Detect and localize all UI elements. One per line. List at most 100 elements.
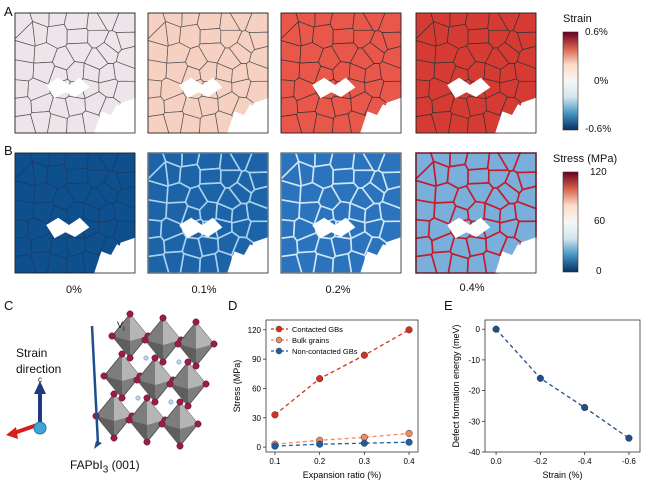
data-point: [536, 374, 544, 382]
octahedra-lattice: [92, 310, 218, 450]
legend-label: Contacted GBs: [292, 325, 343, 334]
stress-tick-top: 120: [590, 167, 607, 178]
iodine-atom: [159, 314, 167, 322]
x-axis-label: Expansion ratio (%): [303, 470, 382, 480]
fa-molecule: [143, 355, 149, 361]
expansion-label-2: 0.2%: [325, 284, 351, 296]
crystal-facet: (001): [108, 458, 140, 472]
iodine-atom: [174, 340, 182, 348]
stress-map-3: [415, 152, 537, 274]
legend-label: Bulk grains: [292, 336, 329, 345]
series-line: [274, 329, 410, 416]
void: [179, 217, 223, 239]
strain-maps-row: [14, 12, 537, 134]
octahedron: [92, 390, 136, 442]
y-tick-label: -30: [468, 417, 480, 426]
expansion-label-3: 0.4%: [459, 282, 485, 294]
x-tick-label: 0.0: [491, 457, 503, 466]
stress-colorbar-title: Stress (MPa): [553, 153, 618, 165]
iodine-atom: [118, 350, 126, 358]
iodine-atom: [125, 416, 133, 424]
grain-maps: [14, 12, 579, 274]
x-tick-label: -0.4: [578, 457, 592, 466]
data-point: [271, 442, 279, 450]
iodine-atom: [184, 402, 192, 410]
strain-map-3: [415, 12, 537, 134]
iodine-atom: [192, 362, 200, 370]
y-tick-label: 120: [248, 326, 262, 335]
data-point: [405, 429, 413, 437]
strain-map-1: [147, 12, 269, 134]
void-corner: [227, 237, 268, 273]
iodine-atom: [110, 434, 118, 442]
data-point: [316, 440, 324, 448]
legend-marker: [275, 347, 283, 355]
panel-label-c: C: [4, 298, 14, 313]
octahedron: [108, 310, 152, 362]
panel-label-b: B: [4, 143, 13, 158]
series-line: [495, 328, 630, 439]
vacancy-label-text: V: [117, 320, 124, 330]
y-tick-label: 90: [252, 355, 261, 364]
iodine-atom: [143, 394, 151, 402]
x-tick-label: 0.1: [269, 457, 281, 466]
void: [447, 77, 491, 99]
series-line: [274, 441, 410, 447]
octahedron: [174, 318, 218, 370]
void-corner: [94, 237, 135, 273]
strain-tick-bottom: -0.6%: [585, 124, 612, 135]
plot-frame: [265, 319, 419, 453]
data-point: [625, 434, 633, 442]
strain-map-0: [14, 12, 136, 134]
strain-direction-label: Strain direction: [16, 345, 61, 377]
void: [447, 217, 491, 239]
octahedron: [141, 314, 185, 366]
void: [312, 217, 356, 239]
data-point: [405, 326, 413, 334]
panel-label-d: D: [228, 298, 238, 313]
legend-marker: [275, 325, 283, 333]
void-corner: [227, 97, 268, 133]
crystal-formula: FAPbI: [70, 458, 103, 472]
strain-direction-arrow: [90, 325, 100, 445]
iodine-atom: [210, 340, 218, 348]
expansion-label-0: 0%: [66, 284, 82, 296]
expansion-label-1: 0.1%: [191, 284, 217, 296]
y-tick-label: -20: [468, 387, 480, 396]
void-corner: [495, 237, 536, 273]
crystal-label: FAPbI3 (001): [70, 458, 140, 475]
strain-colorbar-title: Strain: [563, 13, 592, 25]
x-tick-label: 0.4: [403, 457, 415, 466]
void: [46, 217, 90, 239]
iodine-atom: [194, 420, 202, 428]
y-tick-label: 0: [476, 325, 481, 334]
stress-maps-row: [14, 152, 537, 274]
b-axis-dot: [33, 421, 47, 435]
x-tick-label: -0.2: [533, 457, 547, 466]
iodine-atom: [151, 354, 159, 362]
crystal-structure: [6, 310, 218, 450]
iodine-atom: [126, 310, 134, 318]
void: [179, 77, 223, 99]
y-axis-label: Stress (MPa): [232, 360, 242, 413]
iodine-atom: [176, 442, 184, 450]
stress-colorbar: [562, 171, 579, 273]
fa-molecule: [135, 395, 141, 401]
data-point: [405, 438, 413, 446]
legend-marker: [275, 336, 283, 344]
iodine-atom: [158, 420, 166, 428]
y-tick-label: 60: [252, 384, 261, 393]
void: [312, 77, 356, 99]
data-point: [360, 439, 368, 447]
data-point: [360, 351, 368, 359]
c-axis-head: [34, 381, 46, 394]
iodine-atom: [100, 372, 108, 380]
fa-molecule: [168, 399, 174, 405]
iodine-atom: [133, 376, 141, 384]
plot-frame: [484, 319, 641, 453]
stress-map-0: [14, 152, 136, 274]
void-corner: [495, 97, 536, 133]
iodine-atom: [176, 398, 184, 406]
